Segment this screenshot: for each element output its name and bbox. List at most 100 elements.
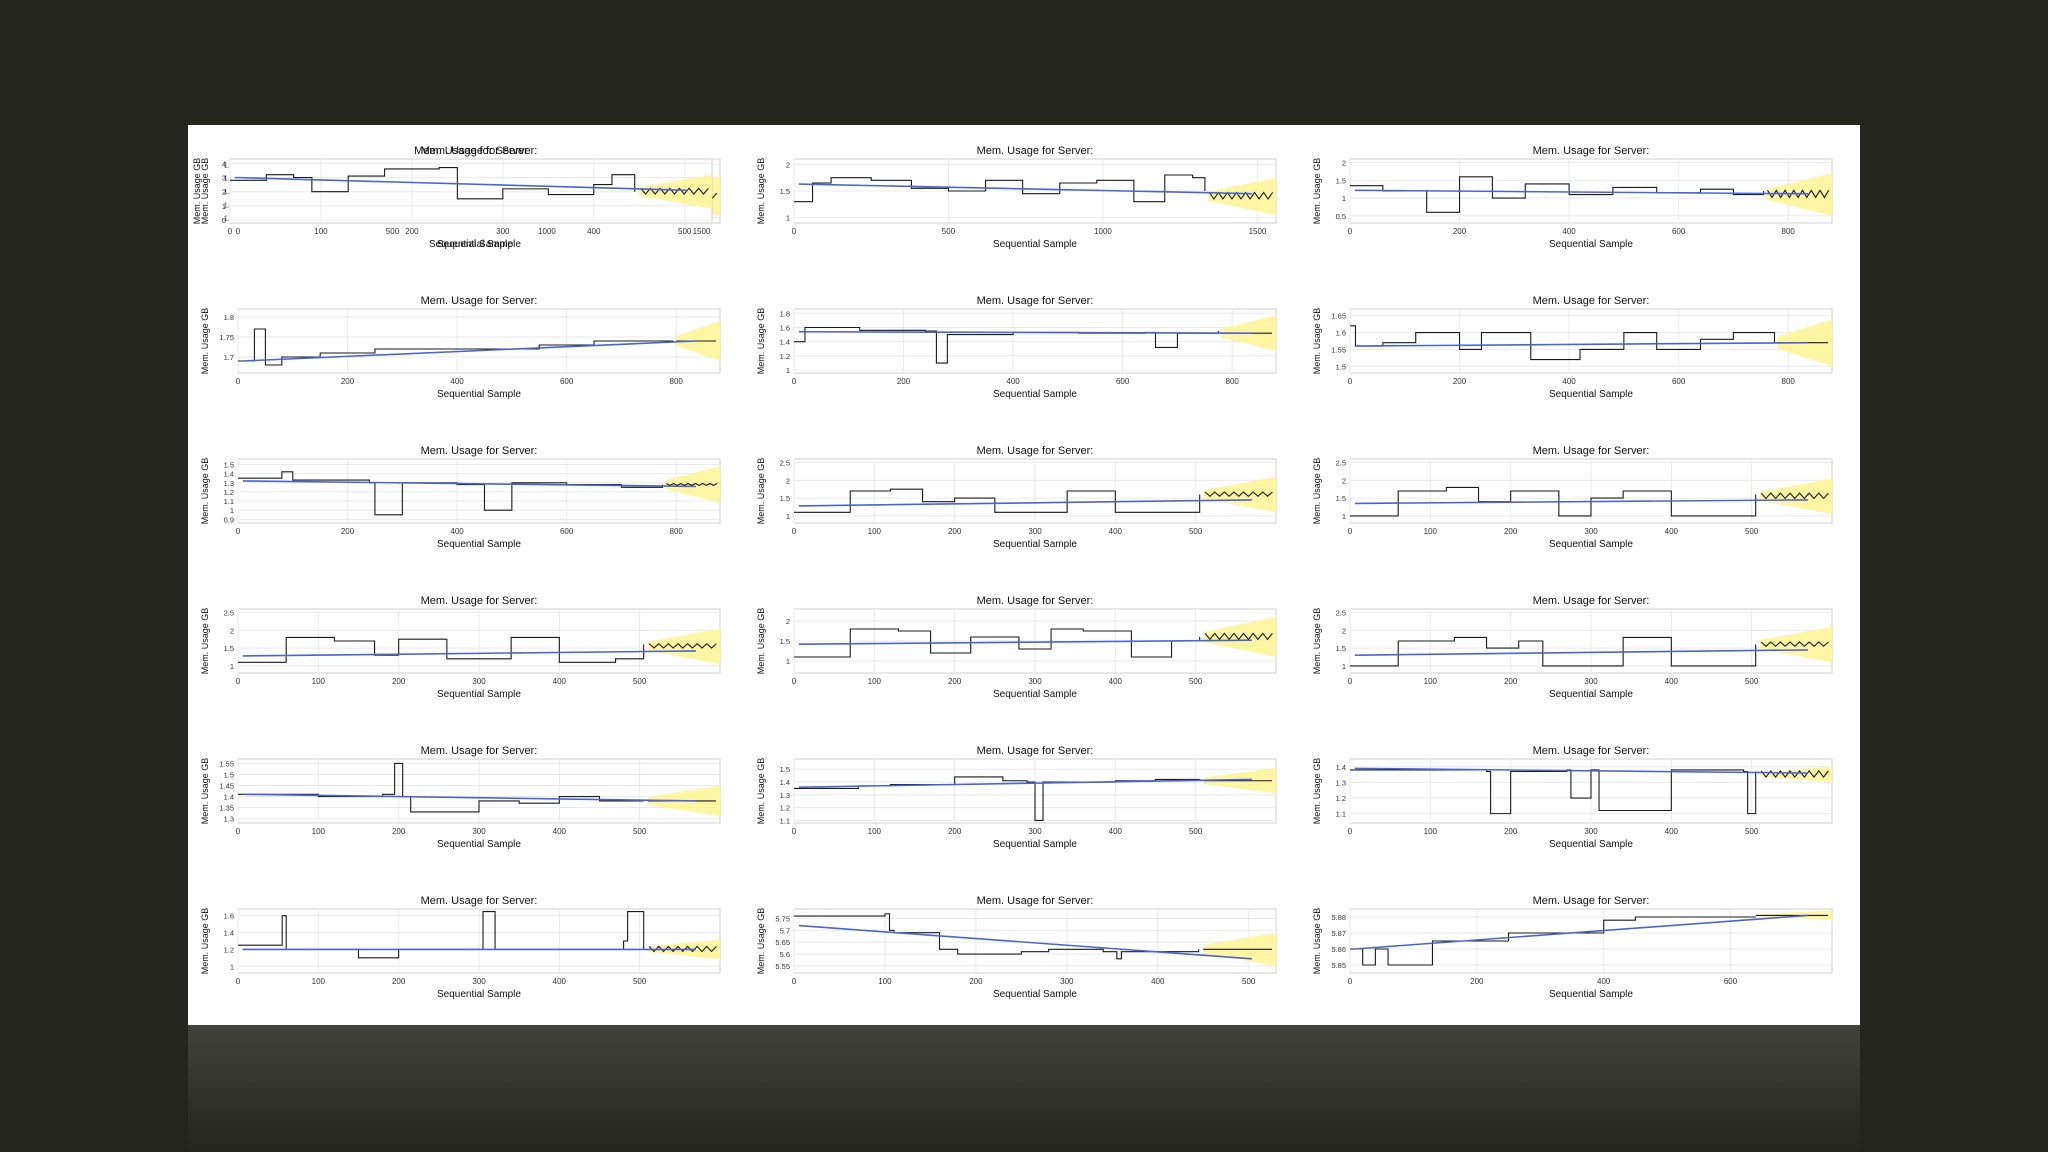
y-tick-label: 2.5 (224, 609, 234, 618)
x-tick-label: 100 (1424, 527, 1438, 536)
history-series-line (238, 636, 645, 663)
chart-panel: 0 100 200 300 400 500 1.1 1.2 1.3 1.4 Mem. Usage f… (1312, 745, 1833, 850)
y-tick-label: 5.7 (780, 926, 790, 935)
chart-title: Mem. Usage for Server: (1533, 895, 1650, 907)
x-tick-label: 400 (1665, 677, 1679, 686)
y-tick-label: 2 (1342, 159, 1346, 168)
x-tick-label: 0 (792, 677, 797, 686)
x-tick-label: 200 (948, 677, 962, 686)
x-axis-label: Sequential Sample (437, 989, 521, 1000)
y-tick-label: 1.6 (780, 323, 790, 332)
y-axis-label: Mem. Usage GB (200, 158, 210, 225)
y-tick-label: 2 (786, 476, 790, 485)
y-tick-label: 1 (786, 214, 790, 223)
history-series-line (1350, 916, 1756, 966)
trend-line (1354, 499, 1808, 505)
trend-line (242, 793, 696, 802)
chart-title: Mem. Usage for Server: (977, 895, 1094, 907)
chart-title: Mem. Usage for Server: (977, 745, 1094, 757)
chart-title: Mem. Usage for Server: (977, 295, 1094, 307)
chart-panel: 0 100 200 300 400 500 1 1.5 2 Mem. Usage for Serv… (756, 595, 1277, 700)
y-tick-label: 1.55 (219, 759, 234, 768)
x-tick-label: 200 (897, 377, 911, 386)
y-tick-label: 5.65 (775, 938, 790, 947)
x-axis-label: Sequential Sample (993, 389, 1077, 400)
trend-line (242, 480, 696, 488)
x-tick-label: 1000 (1094, 227, 1112, 236)
trend-line (1354, 341, 1808, 347)
x-tick-label: 1500 (693, 227, 711, 236)
x-tick-label: 300 (1584, 677, 1598, 686)
y-tick-label: 1 (230, 662, 234, 671)
plot-area (237, 458, 721, 524)
x-tick-label: 0 (236, 527, 241, 536)
x-tick-label: 100 (314, 227, 328, 236)
forecast-series-line (1760, 641, 1829, 647)
y-tick-label: 5.85 (1331, 961, 1346, 970)
y-tick-label: 1 (786, 366, 790, 375)
y-tick-label: 1.5 (1336, 644, 1346, 653)
y-tick-label: 1.4 (224, 929, 234, 938)
x-tick-label: 200 (1470, 977, 1484, 986)
x-tick-label: 800 (1782, 377, 1796, 386)
y-tick-label: 2 (1342, 626, 1346, 635)
x-tick-label: 100 (312, 677, 326, 686)
history-series-line (794, 913, 1200, 960)
forecast-series-line (1204, 491, 1273, 497)
chart-panel: 0 100 200 300 400 500 5.55 5.6 5.65 5.7 5.75 Mem. U… (756, 895, 1277, 1000)
x-tick-label: 300 (1028, 827, 1042, 836)
history-series-line (1350, 769, 1757, 815)
y-tick-label: 1.1 (224, 497, 234, 506)
y-axis-label: Mem. Usage GB (1312, 308, 1322, 375)
x-tick-label: 400 (1109, 677, 1123, 686)
chart-panel: 0 100 200 300 400 500 1.3 1.35 1.4 1.45 1.5 1.55 Mem… (200, 745, 721, 850)
y-tick-label: 1.2 (224, 945, 234, 954)
y-tick-label: 1.1 (1336, 810, 1346, 819)
x-tick-label: 600 (1724, 977, 1738, 986)
y-tick-label: 1.7 (224, 174, 234, 183)
x-tick-label: 600 (1672, 377, 1686, 386)
y-tick-label: 4 (222, 159, 226, 168)
y-tick-label: 0 (222, 216, 226, 225)
x-tick-label: 200 (948, 527, 962, 536)
trend-line (798, 778, 1252, 788)
x-tick-label: 0 (792, 827, 797, 836)
trend-line (1354, 914, 1808, 950)
x-tick-label: 200 (392, 827, 406, 836)
x-tick-label: 0 (236, 677, 241, 686)
y-tick-label: 3 (222, 173, 226, 182)
x-tick-label: 0 (236, 977, 241, 986)
x-tick-label: 200 (948, 827, 962, 836)
y-axis-label: Mem. Usage GB (756, 608, 766, 675)
chart-title: Mem. Usage for Server: (1533, 745, 1650, 757)
plot-area (793, 308, 1277, 374)
y-tick-label: 1.8 (224, 160, 234, 169)
trend-line (1354, 767, 1808, 774)
y-tick-label: 1.4 (780, 778, 790, 787)
x-axis-label: Sequential Sample (437, 689, 521, 700)
x-tick-label: 300 (472, 677, 486, 686)
y-tick-label: 1 (1342, 512, 1346, 521)
y-tick-label: 5.86 (1331, 945, 1346, 954)
x-tick-label: 800 (670, 377, 684, 386)
x-axis-label: Sequential Sample (437, 389, 521, 400)
x-tick-label: 500 (1745, 827, 1759, 836)
y-tick-label: 1.2 (780, 352, 790, 361)
y-axis-label: Mem. Usage GB (200, 458, 210, 525)
chart-title: Mem. Usage for Server (414, 145, 528, 157)
x-axis-label: Sequential Sample (993, 239, 1077, 250)
y-tick-label: 1.2 (224, 488, 234, 497)
x-tick-label: 500 (1745, 527, 1759, 536)
chart-panel: 0 100 200 300 400 500 1 1.5 2 2.5 Mem. Usage for S… (756, 445, 1277, 550)
x-tick-label: 0 (792, 977, 797, 986)
chart-title: Mem. Usage for Server: (421, 145, 538, 157)
y-axis-label: Mem. Usage GB (756, 758, 766, 825)
y-tick-label: 1.35 (219, 804, 234, 813)
chart-panel: 0 200 400 600 800 1.5 1.55 1.6 1.65 Mem. Usage fo… (1312, 295, 1833, 400)
x-tick-label: 200 (392, 977, 406, 986)
history-series-line (1350, 325, 1776, 361)
chart-title: Mem. Usage for Server: (421, 445, 538, 457)
x-tick-label: 200 (1504, 827, 1518, 836)
chart-panel: 0 200 400 600 800 1.7 1.75 1.8 Mem. Usage for Se… (200, 295, 721, 400)
